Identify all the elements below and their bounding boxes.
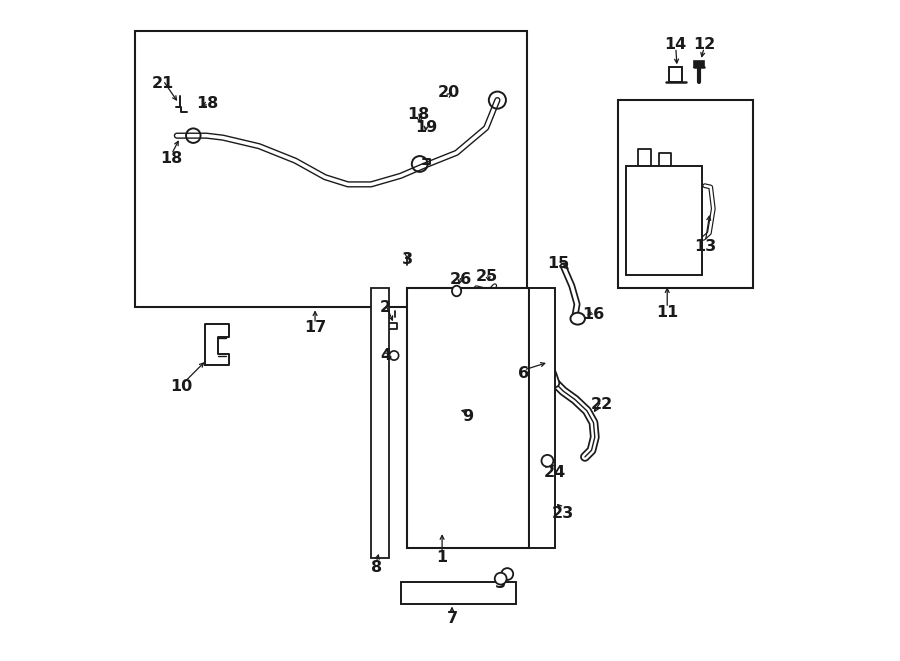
Ellipse shape bbox=[402, 262, 410, 270]
Ellipse shape bbox=[390, 351, 399, 360]
Ellipse shape bbox=[376, 521, 384, 535]
Bar bbox=[694, 61, 704, 67]
Bar bbox=[657, 147, 674, 154]
Bar bbox=[179, 133, 188, 139]
Text: 4: 4 bbox=[380, 348, 392, 363]
Text: 17: 17 bbox=[304, 320, 326, 334]
Text: 3: 3 bbox=[401, 252, 413, 267]
Text: 12: 12 bbox=[693, 36, 716, 52]
Bar bbox=[407, 288, 529, 548]
Text: 13: 13 bbox=[694, 239, 716, 254]
Text: 21: 21 bbox=[152, 76, 174, 91]
Bar bbox=[135, 31, 527, 307]
Ellipse shape bbox=[452, 286, 461, 296]
Text: 19: 19 bbox=[415, 120, 437, 136]
Text: 18: 18 bbox=[408, 107, 429, 122]
Text: 26: 26 bbox=[450, 272, 472, 287]
Text: 10: 10 bbox=[170, 379, 193, 394]
Text: 15: 15 bbox=[547, 256, 569, 271]
Bar bbox=[635, 143, 654, 151]
Ellipse shape bbox=[495, 572, 507, 584]
Ellipse shape bbox=[571, 313, 585, 325]
Bar bbox=[617, 100, 752, 288]
Text: 20: 20 bbox=[438, 85, 461, 100]
Text: 9: 9 bbox=[463, 408, 473, 424]
Ellipse shape bbox=[376, 436, 384, 451]
Text: 25: 25 bbox=[476, 269, 498, 284]
Text: 23: 23 bbox=[552, 506, 573, 521]
Text: 24: 24 bbox=[544, 465, 566, 479]
Bar bbox=[529, 288, 555, 548]
Bar bbox=[371, 288, 390, 558]
Bar bbox=[400, 582, 516, 603]
Bar bbox=[670, 67, 682, 82]
Text: 18: 18 bbox=[196, 96, 218, 111]
Text: 11: 11 bbox=[656, 305, 679, 319]
Text: 16: 16 bbox=[582, 307, 605, 321]
Ellipse shape bbox=[501, 568, 513, 580]
Text: 8: 8 bbox=[371, 560, 382, 575]
Text: 7: 7 bbox=[446, 611, 457, 626]
Text: 6: 6 bbox=[518, 366, 529, 381]
Ellipse shape bbox=[376, 395, 384, 408]
Ellipse shape bbox=[542, 455, 554, 467]
Text: 14: 14 bbox=[664, 36, 687, 52]
Text: 5: 5 bbox=[495, 576, 506, 592]
Text: 18: 18 bbox=[160, 151, 183, 165]
Text: 22: 22 bbox=[590, 397, 613, 412]
Text: 1: 1 bbox=[436, 550, 447, 565]
Bar bbox=[626, 166, 702, 274]
Text: 2: 2 bbox=[380, 300, 392, 315]
Ellipse shape bbox=[376, 352, 384, 367]
Ellipse shape bbox=[376, 479, 384, 493]
